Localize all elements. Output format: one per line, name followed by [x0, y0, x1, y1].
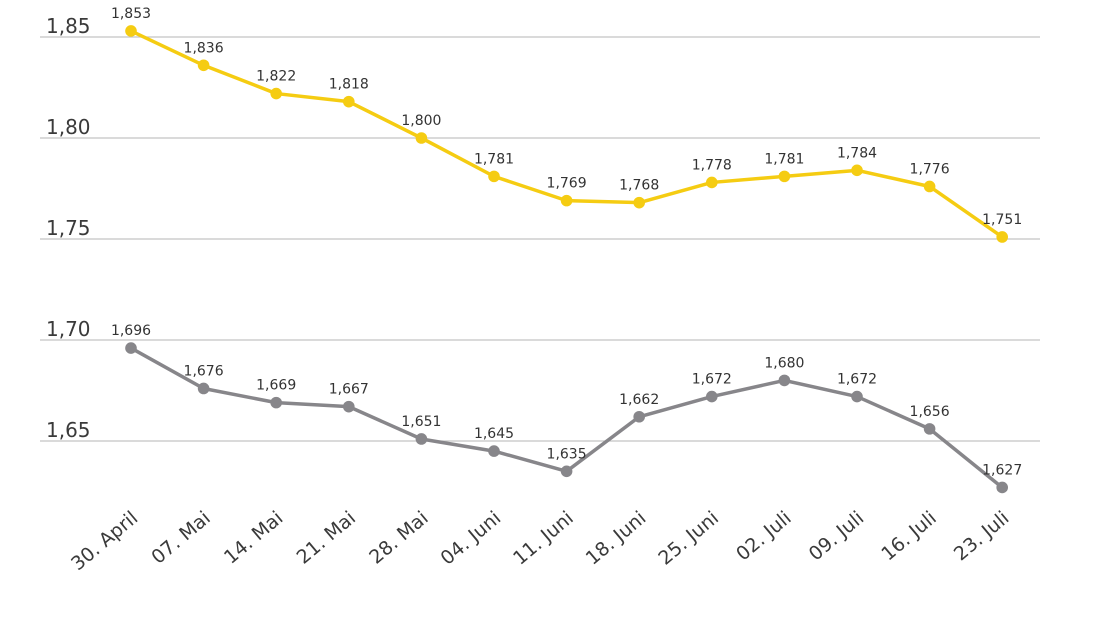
data-label: 1,784 — [837, 145, 877, 161]
x-tick-label: 07. Mai — [147, 507, 214, 569]
data-point — [633, 410, 645, 423]
y-tick-label: 1,85 — [46, 14, 91, 38]
data-point — [706, 176, 718, 189]
data-point — [851, 164, 863, 177]
data-point — [778, 170, 791, 183]
data-label: 1,751 — [982, 212, 1022, 228]
data-point — [270, 87, 283, 100]
x-tick-label: 11. Juni — [509, 507, 578, 570]
data-point — [560, 194, 573, 207]
x-tick-label: 30. April — [67, 507, 142, 575]
x-axis-ticks: 30. April 07. Mai 14. Mai 21. Mai 28. Mai 04.… — [67, 507, 1013, 575]
data-label: 1,818 — [329, 77, 369, 93]
x-tick-label: 04. Juni — [437, 507, 506, 570]
x-tick-label: 14. Mai — [220, 507, 287, 569]
data-point — [996, 481, 1008, 494]
data-label: 1,662 — [619, 392, 659, 408]
data-point — [125, 342, 137, 354]
data-label: 1,822 — [256, 69, 296, 85]
data-point — [488, 445, 500, 457]
y-tick-label: 1,70 — [46, 317, 91, 341]
data-label: 1,836 — [184, 40, 224, 56]
data-point — [778, 374, 791, 387]
x-tick-label: 28. Mai — [365, 507, 432, 569]
data-point — [415, 132, 428, 144]
data-point — [197, 59, 210, 72]
data-label: 1,800 — [401, 113, 441, 129]
x-tick-label: 23. Juli — [950, 507, 1014, 565]
x-tick-label: 21. Mai — [293, 507, 360, 569]
data-point — [343, 95, 355, 108]
data-label: 1,781 — [764, 151, 804, 167]
data-point — [415, 433, 428, 445]
data-label: 1,696 — [111, 323, 151, 339]
data-point — [270, 396, 283, 409]
series-lines — [125, 25, 1008, 494]
x-tick-label: 09. Juli — [805, 507, 869, 565]
data-label: 1,778 — [692, 157, 732, 173]
data-point — [343, 400, 355, 413]
grid-lines — [40, 36, 1040, 442]
data-label: 1,669 — [256, 378, 296, 394]
data-point — [197, 382, 210, 395]
data-label: 1,651 — [401, 414, 441, 430]
data-point — [706, 390, 718, 403]
data-point — [560, 465, 573, 478]
data-label: 1,627 — [982, 462, 1022, 478]
data-point — [923, 423, 936, 435]
data-label: 1,645 — [474, 426, 514, 442]
y-tick-label: 1,80 — [46, 115, 91, 139]
x-tick-label: 25. Juni — [654, 507, 723, 570]
data-label: 1,667 — [329, 382, 369, 398]
data-point — [125, 25, 137, 37]
data-label: 1,776 — [910, 161, 950, 177]
data-label: 1,853 — [111, 6, 151, 22]
x-tick-label: 18. Juni — [582, 507, 651, 570]
y-tick-label: 1,65 — [46, 418, 91, 442]
data-label: 1,781 — [474, 151, 514, 167]
x-tick-label: 02. Juli — [732, 507, 796, 565]
data-label: 1,635 — [547, 446, 587, 462]
data-label: 1,768 — [619, 178, 659, 194]
data-point — [488, 170, 500, 183]
data-point — [633, 196, 645, 209]
x-tick-label: 16. Juli — [877, 507, 941, 565]
data-label: 1,672 — [837, 372, 877, 388]
data-label: 1,680 — [764, 355, 804, 371]
data-point — [923, 180, 936, 193]
data-label: 1,656 — [910, 404, 950, 420]
data-point — [851, 390, 863, 403]
y-tick-label: 1,75 — [46, 216, 91, 240]
y-axis-ticks: 1,65 1,70 1,75 1,80 1,85 — [46, 14, 91, 442]
data-point — [996, 231, 1008, 243]
data-label: 1,769 — [547, 176, 587, 192]
data-label: 1,676 — [184, 363, 224, 379]
data-labels: 1,853 1,836 1,822 1,818 1,800 1,781 1,769 1,768… — [111, 6, 1022, 479]
data-label: 1,672 — [692, 372, 732, 388]
